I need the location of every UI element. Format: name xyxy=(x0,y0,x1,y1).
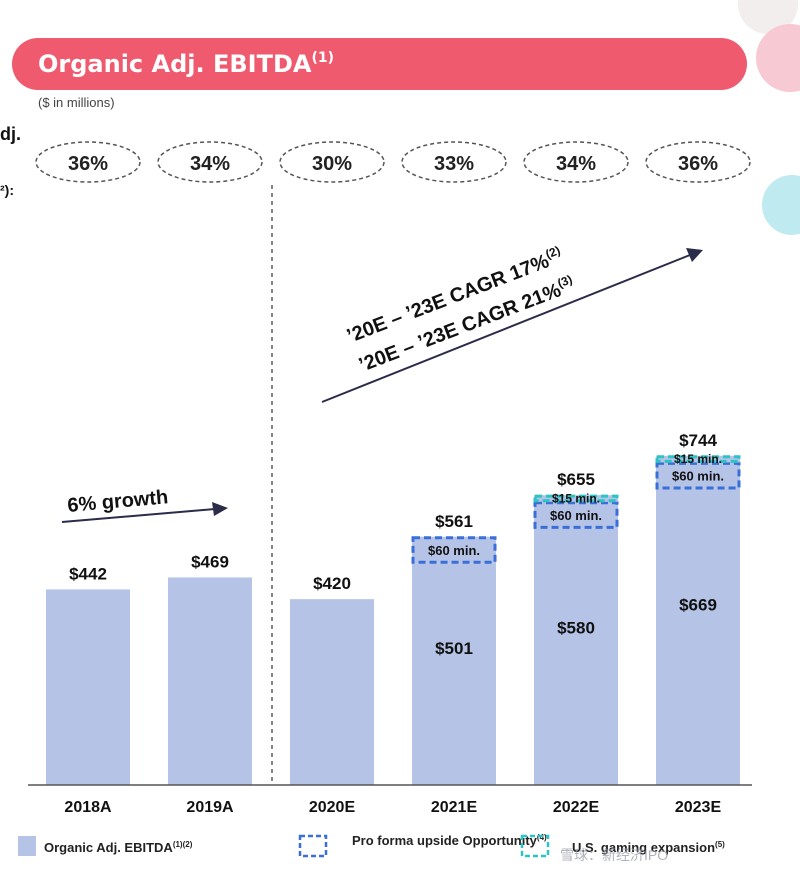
margin-oval xyxy=(279,141,385,183)
upside-label: $60 min. xyxy=(672,469,724,484)
expansion-label: $15 min. xyxy=(552,491,600,505)
margin-oval xyxy=(401,141,507,183)
margin-oval xyxy=(35,141,141,183)
bar-organic xyxy=(290,599,374,785)
x-tick-label: 2019A xyxy=(186,799,234,816)
bar-upside-outline xyxy=(533,501,619,529)
bars xyxy=(46,455,741,785)
upside-label: $60 min. xyxy=(550,508,602,523)
margin-oval xyxy=(157,141,263,183)
header-pill xyxy=(12,38,747,90)
bar-total-label: $442 xyxy=(69,564,107,583)
bar-base-value-label: $669 xyxy=(679,595,717,614)
x-tick-label: 2021E xyxy=(431,799,478,816)
bar-organic xyxy=(412,563,496,785)
bar-labels: $442 $469 $420 $60 min. $501 $561 $60 min. $15 … xyxy=(69,431,724,658)
legend-swatch-organic xyxy=(18,836,36,856)
decor-circle-pink xyxy=(756,24,800,92)
margin-oval xyxy=(645,141,751,183)
bar-total-label: $744 xyxy=(679,431,717,450)
bar-upside-fill xyxy=(534,501,618,529)
watermark: 雪球：新经济IPO xyxy=(560,847,668,863)
bar-base-value-label: $580 xyxy=(557,619,595,638)
bar-upside-outline xyxy=(411,536,497,564)
upside-label: $60 min. xyxy=(428,543,480,558)
margin-label: 33% xyxy=(434,153,474,175)
legend-label-upside: Pro forma upside Opportunity(4) xyxy=(352,833,547,848)
chart-title: Organic Adj. EBITDA(1) xyxy=(38,50,334,78)
x-tick-label: 2018A xyxy=(64,799,112,816)
margin-label: 34% xyxy=(190,153,230,175)
cagr-arrow xyxy=(321,254,691,403)
bar-organic xyxy=(534,528,618,785)
cagr-annotation: ’20E – ’23E CAGR 17%(2) ’20E – ’23E CAGR… xyxy=(321,243,703,403)
bar-upside-fill xyxy=(412,536,496,564)
margin-label: 36% xyxy=(68,153,108,175)
x-tick-label: 2023E xyxy=(675,799,722,816)
bar-expansion-outline xyxy=(533,494,619,503)
x-tick-label: 2022E xyxy=(553,799,600,816)
bar-upside-outline xyxy=(655,461,741,490)
bar-expansion-fill xyxy=(656,455,740,463)
bar-base-value-label: $501 xyxy=(435,639,473,658)
growth-label: 6% growth xyxy=(67,486,170,517)
bar-organic xyxy=(46,589,130,785)
bar-total-label: $561 xyxy=(435,512,473,531)
bar-organic xyxy=(656,488,740,785)
legend-label-organic: Organic Adj. EBITDA(1)(2) xyxy=(44,840,193,855)
margin-oval xyxy=(523,141,629,183)
left-clip-label-2: ²): xyxy=(0,182,14,198)
cagr-arrowhead xyxy=(686,248,703,262)
legend: Organic Adj. EBITDA(1)(2) Pro forma upsi… xyxy=(18,833,725,863)
bar-total-label: $655 xyxy=(557,470,595,489)
growth-arrow xyxy=(61,508,216,523)
x-tick-label: 2020E xyxy=(309,799,356,816)
legend-swatch-expansion xyxy=(520,834,550,858)
margin-label: 34% xyxy=(556,153,596,175)
bar-expansion-outline xyxy=(655,455,741,463)
growth-annotation: 6% growth xyxy=(61,486,228,523)
margin-label: 36% xyxy=(678,153,718,175)
chart-subtitle: ($ in millions) xyxy=(38,95,115,110)
bar-total-label: $420 xyxy=(313,574,351,593)
bar-upside-fill xyxy=(656,462,740,489)
x-tick-labels: 2018A 2019A 2020E 2021E 2022E 2023E xyxy=(64,799,721,816)
decor-circle-teal xyxy=(762,175,800,235)
margin-label: 30% xyxy=(312,153,352,175)
legend-label-expansion: U.S. gaming expansion(5) xyxy=(572,840,725,855)
left-clip-label-1: dj. xyxy=(0,124,21,144)
bar-organic xyxy=(168,577,252,785)
expansion-label: $15 min. xyxy=(674,452,722,466)
bar-expansion-fill xyxy=(534,495,618,502)
bar-total-label: $469 xyxy=(191,552,229,571)
margin-ovals: 36% 34% 30% 33% 34% 36% xyxy=(35,141,751,183)
legend-swatch-upside xyxy=(298,834,328,858)
growth-arrowhead xyxy=(212,502,228,516)
